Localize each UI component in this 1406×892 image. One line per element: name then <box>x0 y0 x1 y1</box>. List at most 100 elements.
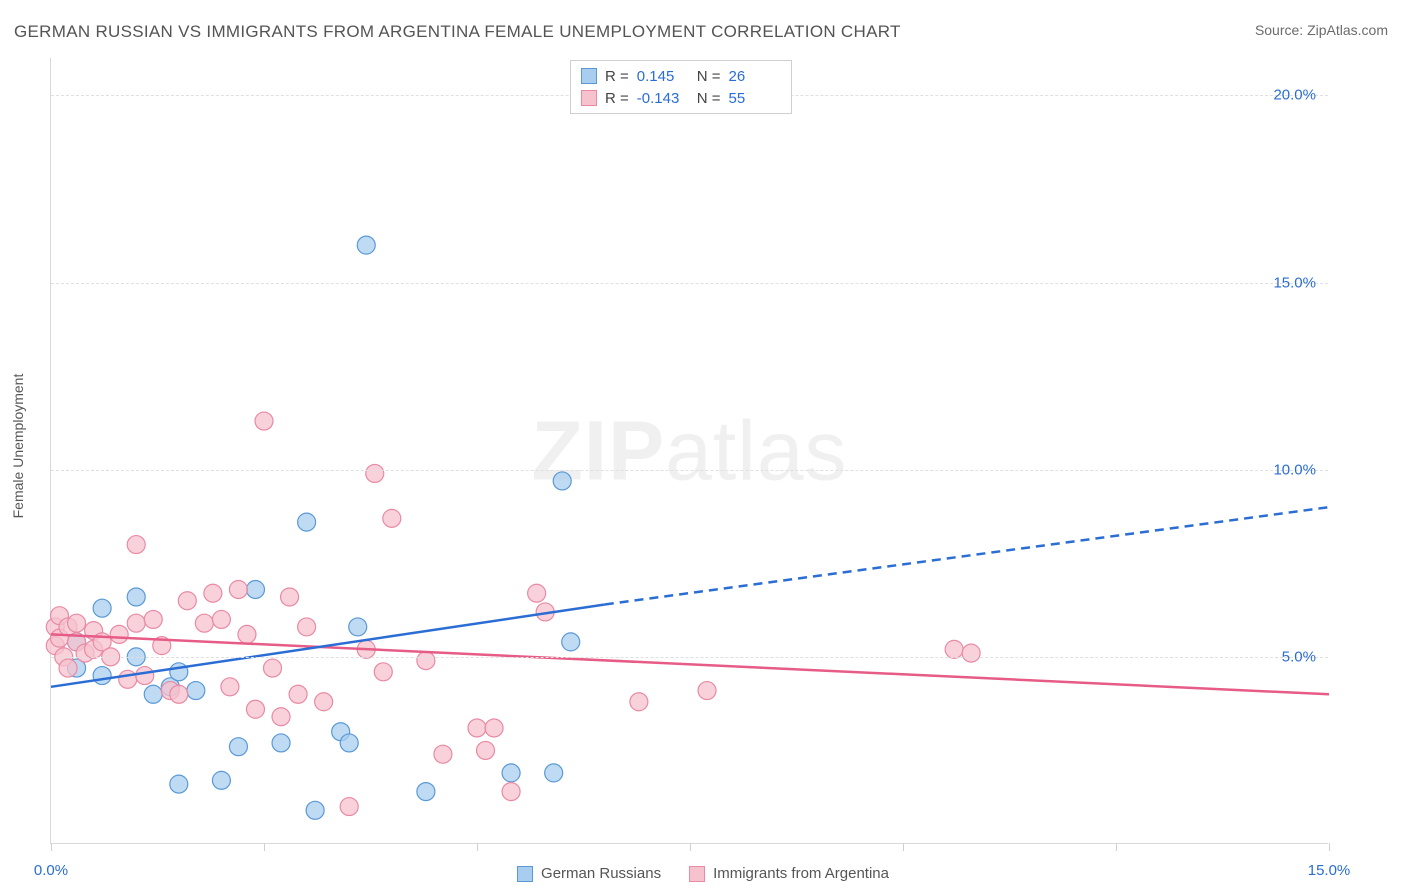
stat-r-value: 0.145 <box>637 68 689 85</box>
scatter-point <box>221 678 239 696</box>
scatter-point <box>238 625 256 643</box>
scatter-point <box>68 614 86 632</box>
scatter-point <box>59 659 77 677</box>
legend-swatch <box>581 90 597 106</box>
scatter-point <box>477 741 495 759</box>
scatter-point <box>272 734 290 752</box>
x-tick <box>690 843 691 851</box>
scatter-point <box>417 783 435 801</box>
scatter-point <box>562 633 580 651</box>
gridline <box>51 283 1328 284</box>
scatter-point <box>630 693 648 711</box>
scatter-point <box>528 584 546 602</box>
stat-r-label: R = <box>605 68 629 85</box>
x-tick <box>903 843 904 851</box>
scatter-point <box>110 625 128 643</box>
scatter-point <box>485 719 503 737</box>
scatter-point <box>127 614 145 632</box>
scatter-point <box>698 682 716 700</box>
scatter-point <box>545 764 563 782</box>
scatter-point <box>119 670 137 688</box>
trend-line <box>51 634 1329 694</box>
scatter-point <box>945 640 963 658</box>
stats-row: R =0.145N =26 <box>581 65 781 87</box>
scatter-point <box>366 464 384 482</box>
scatter-point <box>298 513 316 531</box>
scatter-point <box>962 644 980 662</box>
stat-r-value: -0.143 <box>637 90 689 107</box>
x-tick-label: 0.0% <box>34 862 68 879</box>
stat-n-label: N = <box>697 90 721 107</box>
plot-svg <box>51 58 1328 843</box>
y-tick-label: 10.0% <box>1273 461 1316 478</box>
scatter-point <box>289 685 307 703</box>
scatter-point <box>246 700 264 718</box>
scatter-point <box>178 592 196 610</box>
legend-label: German Russians <box>541 865 661 882</box>
scatter-point <box>246 580 264 598</box>
scatter-point <box>187 682 205 700</box>
scatter-point <box>417 652 435 670</box>
legend-item: Immigrants from Argentina <box>689 865 889 882</box>
legend: German Russians Immigrants from Argentina <box>517 865 889 882</box>
scatter-point <box>170 775 188 793</box>
scatter-point <box>127 588 145 606</box>
scatter-point <box>170 685 188 703</box>
scatter-point <box>349 618 367 636</box>
y-tick-label: 5.0% <box>1282 648 1316 665</box>
scatter-point <box>127 536 145 554</box>
scatter-point <box>204 584 222 602</box>
scatter-point <box>272 708 290 726</box>
scatter-point <box>170 663 188 681</box>
plot-area: ZIPatlas 5.0%10.0%15.0%20.0%0.0%15.0%R =… <box>50 58 1328 844</box>
scatter-point <box>195 614 213 632</box>
scatter-point <box>340 798 358 816</box>
scatter-point <box>144 610 162 628</box>
stat-n-value: 55 <box>729 90 781 107</box>
scatter-point <box>298 618 316 636</box>
source-label: Source: ZipAtlas.com <box>1255 22 1388 38</box>
stat-n-label: N = <box>697 68 721 85</box>
scatter-point <box>383 509 401 527</box>
scatter-point <box>229 738 247 756</box>
scatter-point <box>136 667 154 685</box>
scatter-point <box>502 764 520 782</box>
scatter-point <box>357 236 375 254</box>
x-tick <box>264 843 265 851</box>
x-tick <box>1329 843 1330 851</box>
scatter-point <box>255 412 273 430</box>
scatter-point <box>281 588 299 606</box>
x-tick <box>1116 843 1117 851</box>
scatter-point <box>93 599 111 617</box>
x-tick <box>477 843 478 851</box>
legend-label: Immigrants from Argentina <box>713 865 889 882</box>
scatter-point <box>212 771 230 789</box>
scatter-point <box>264 659 282 677</box>
stats-box: R =0.145N =26R =-0.143N =55 <box>570 60 792 114</box>
y-tick-label: 15.0% <box>1273 274 1316 291</box>
stats-row: R = -0.143 N = 55 <box>581 87 781 109</box>
x-tick <box>51 843 52 851</box>
scatter-point <box>434 745 452 763</box>
stat-r-label: R = <box>605 90 629 107</box>
chart-title: GERMAN RUSSIAN VS IMMIGRANTS FROM ARGENT… <box>14 22 901 42</box>
scatter-point <box>374 663 392 681</box>
scatter-point <box>553 472 571 490</box>
legend-swatch <box>517 866 533 882</box>
y-tick-label: 20.0% <box>1273 87 1316 104</box>
scatter-point <box>468 719 486 737</box>
scatter-point <box>340 734 358 752</box>
scatter-point <box>229 580 247 598</box>
y-axis-label: Female Unemployment <box>10 374 26 519</box>
scatter-point <box>502 783 520 801</box>
trend-line-dashed <box>605 507 1329 604</box>
x-tick-label: 15.0% <box>1308 862 1351 879</box>
scatter-point <box>144 685 162 703</box>
gridline <box>51 657 1328 658</box>
gridline <box>51 470 1328 471</box>
legend-item: German Russians <box>517 865 661 882</box>
scatter-point <box>306 801 324 819</box>
scatter-point <box>212 610 230 628</box>
legend-swatch <box>689 866 705 882</box>
chart-container: GERMAN RUSSIAN VS IMMIGRANTS FROM ARGENT… <box>0 0 1406 892</box>
